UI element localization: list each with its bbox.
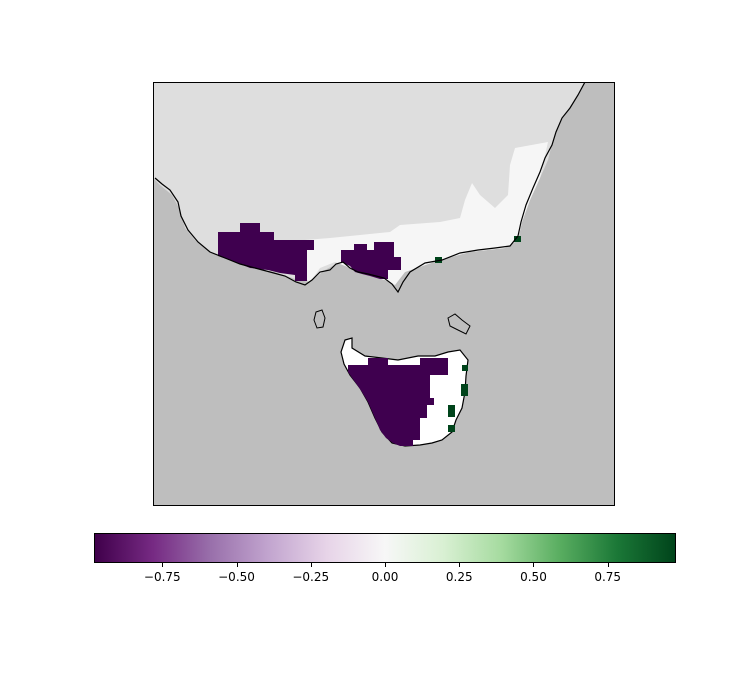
coastline-mainland [154, 82, 586, 294]
king-island [313, 309, 326, 329]
colorbar-tick-label: 0.00 [371, 570, 399, 584]
flinders-island [447, 313, 471, 335]
negative-cells-central [341, 242, 401, 279]
negative-cells-tasmania [348, 358, 448, 446]
colorbar-tick [607, 563, 609, 567]
colorbar-tick-label: −0.75 [143, 570, 181, 584]
colorbar-tick [236, 563, 238, 567]
colorbar-tick-label: −0.50 [218, 570, 255, 584]
colorbar-tick-label: 0.50 [520, 570, 547, 584]
colorbar-tick [310, 563, 312, 567]
map-panel [153, 82, 615, 506]
colorbar-tick-label: 0.25 [445, 570, 473, 584]
colorbar-tick [533, 563, 535, 567]
colorbar-tick-label: 0.75 [594, 570, 622, 584]
colorbar-tick [459, 563, 461, 567]
colorbar [94, 533, 676, 563]
colorbar-tick [162, 563, 164, 567]
positive-cell [448, 405, 455, 417]
positive-cell [514, 236, 521, 242]
positive-cell [448, 425, 455, 432]
colorbar-tick [385, 563, 386, 567]
positive-cell [435, 257, 442, 263]
positive-cell [461, 384, 468, 396]
positive-cell [462, 365, 468, 371]
negative-cells-west [218, 223, 314, 281]
colorbar-tick-label: −0.25 [292, 570, 330, 584]
